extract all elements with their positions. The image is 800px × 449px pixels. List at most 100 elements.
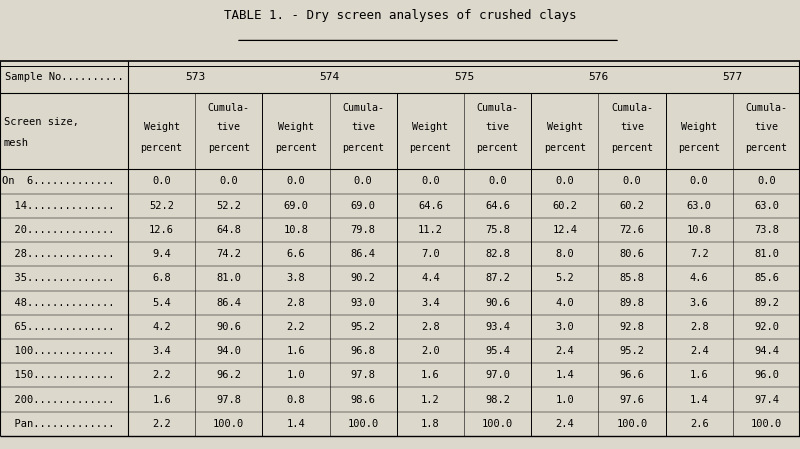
Text: 7.2: 7.2 <box>690 249 709 259</box>
Text: 1.8: 1.8 <box>421 419 440 429</box>
Text: 5.4: 5.4 <box>152 298 171 308</box>
Text: 577: 577 <box>722 72 743 82</box>
Text: 1.6: 1.6 <box>690 370 709 380</box>
Text: 64.6: 64.6 <box>485 201 510 211</box>
Text: 0.0: 0.0 <box>488 176 507 186</box>
Text: 2.6: 2.6 <box>690 419 709 429</box>
Text: 100.0: 100.0 <box>347 419 379 429</box>
Text: 86.4: 86.4 <box>216 298 242 308</box>
Text: 97.8: 97.8 <box>216 395 242 405</box>
Text: 2.8: 2.8 <box>286 298 306 308</box>
Text: 2.0: 2.0 <box>421 346 440 356</box>
Text: 6.8: 6.8 <box>152 273 171 283</box>
Text: 11.2: 11.2 <box>418 225 443 235</box>
Text: 8.0: 8.0 <box>555 249 574 259</box>
Text: 4.6: 4.6 <box>690 273 709 283</box>
Text: 0.0: 0.0 <box>421 176 440 186</box>
Text: 69.0: 69.0 <box>350 201 376 211</box>
Text: 2.2: 2.2 <box>152 419 171 429</box>
Text: 97.8: 97.8 <box>350 370 376 380</box>
Text: 0.0: 0.0 <box>622 176 642 186</box>
Text: 52.2: 52.2 <box>149 201 174 211</box>
Text: 60.2: 60.2 <box>552 201 578 211</box>
Text: 97.0: 97.0 <box>485 370 510 380</box>
Text: 90.2: 90.2 <box>350 273 376 283</box>
Text: 1.4: 1.4 <box>690 395 709 405</box>
Text: 97.4: 97.4 <box>754 395 779 405</box>
Text: percent: percent <box>342 143 384 153</box>
Text: 64.6: 64.6 <box>418 201 443 211</box>
Text: Cumula-: Cumula- <box>208 103 250 113</box>
Text: 0.0: 0.0 <box>757 176 776 186</box>
Text: 3.8: 3.8 <box>286 273 306 283</box>
Text: 12.6: 12.6 <box>149 225 174 235</box>
Text: tive: tive <box>754 122 778 132</box>
Text: percent: percent <box>678 143 720 153</box>
Text: 575: 575 <box>454 72 474 82</box>
Text: 2.2: 2.2 <box>286 322 306 332</box>
Text: 60.2: 60.2 <box>619 201 645 211</box>
Text: 65..............: 65.............. <box>2 322 115 332</box>
Text: 3.6: 3.6 <box>690 298 709 308</box>
Text: 1.6: 1.6 <box>152 395 171 405</box>
Text: 576: 576 <box>588 72 609 82</box>
Text: 6.6: 6.6 <box>286 249 306 259</box>
Text: 12.4: 12.4 <box>552 225 578 235</box>
Text: 10.8: 10.8 <box>283 225 309 235</box>
Text: 28..............: 28.............. <box>2 249 115 259</box>
Text: 74.2: 74.2 <box>216 249 242 259</box>
Text: 90.6: 90.6 <box>216 322 242 332</box>
Text: 89.2: 89.2 <box>754 298 779 308</box>
Text: 63.0: 63.0 <box>754 201 779 211</box>
Text: 95.2: 95.2 <box>619 346 645 356</box>
Text: Weight: Weight <box>413 122 449 132</box>
Text: Weight: Weight <box>144 122 180 132</box>
Text: 1.6: 1.6 <box>286 346 306 356</box>
Text: 5.2: 5.2 <box>555 273 574 283</box>
Text: 94.0: 94.0 <box>216 346 242 356</box>
Text: 2.8: 2.8 <box>690 322 709 332</box>
Text: 52.2: 52.2 <box>216 201 242 211</box>
Text: tive: tive <box>620 122 644 132</box>
Text: 82.8: 82.8 <box>485 249 510 259</box>
Text: 64.8: 64.8 <box>216 225 242 235</box>
Text: 2.8: 2.8 <box>421 322 440 332</box>
Text: Weight: Weight <box>278 122 314 132</box>
Text: 4.2: 4.2 <box>152 322 171 332</box>
Text: percent: percent <box>611 143 653 153</box>
Text: 96.8: 96.8 <box>350 346 376 356</box>
Text: 100.0: 100.0 <box>750 419 782 429</box>
Text: 7.0: 7.0 <box>421 249 440 259</box>
Text: percent: percent <box>410 143 451 153</box>
Text: 1.2: 1.2 <box>421 395 440 405</box>
Text: 1.4: 1.4 <box>286 419 306 429</box>
Text: 81.0: 81.0 <box>754 249 779 259</box>
Text: tive: tive <box>217 122 241 132</box>
Text: 35..............: 35.............. <box>2 273 115 283</box>
Text: 72.6: 72.6 <box>619 225 645 235</box>
Text: 81.0: 81.0 <box>216 273 242 283</box>
Text: 2.2: 2.2 <box>152 370 171 380</box>
Text: percent: percent <box>544 143 586 153</box>
Text: 69.0: 69.0 <box>283 201 309 211</box>
Text: tive: tive <box>486 122 510 132</box>
Text: 98.6: 98.6 <box>350 395 376 405</box>
Text: 1.0: 1.0 <box>555 395 574 405</box>
Text: 75.8: 75.8 <box>485 225 510 235</box>
Text: tive: tive <box>351 122 375 132</box>
Text: 14..............: 14.............. <box>2 201 115 211</box>
Text: 1.0: 1.0 <box>286 370 306 380</box>
Text: 48..............: 48.............. <box>2 298 115 308</box>
Text: 97.6: 97.6 <box>619 395 645 405</box>
Text: percent: percent <box>208 143 250 153</box>
Text: 94.4: 94.4 <box>754 346 779 356</box>
Text: Weight: Weight <box>547 122 583 132</box>
Text: On  6.............: On 6............. <box>2 176 115 186</box>
Text: percent: percent <box>477 143 518 153</box>
Text: 2.4: 2.4 <box>555 346 574 356</box>
Text: 574: 574 <box>319 72 340 82</box>
Text: 100.0: 100.0 <box>482 419 514 429</box>
Text: 80.6: 80.6 <box>619 249 645 259</box>
Text: Pan.............: Pan............. <box>2 419 115 429</box>
Text: 0.0: 0.0 <box>286 176 306 186</box>
